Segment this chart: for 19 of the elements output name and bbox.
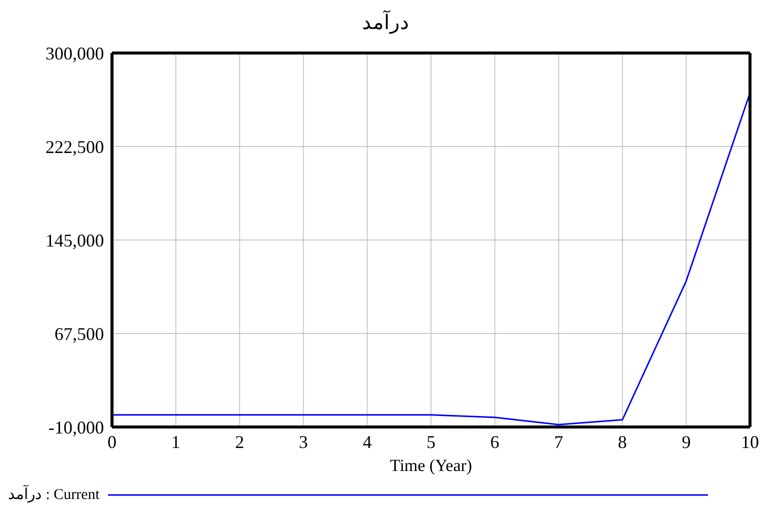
x-tick-label: 8 (618, 432, 627, 452)
x-tick-label: 4 (362, 432, 372, 452)
x-tick-label: 1 (171, 432, 180, 452)
x-tick-label: 2 (235, 432, 244, 452)
y-tick-label: -10,000 (48, 417, 104, 438)
x-tick-label: 3 (298, 432, 308, 452)
x-tick-label: 10 (741, 432, 759, 452)
y-tick-label: 67,500 (54, 324, 104, 344)
x-tick-label: 9 (682, 432, 691, 452)
y-tick-label: 145,000 (46, 230, 104, 250)
x-axis-title: Time (Year) (390, 456, 472, 475)
x-tick-label: 6 (490, 432, 500, 452)
x-tick-label: 0 (108, 432, 116, 452)
x-tick-label: 5 (426, 432, 436, 452)
y-tick-label: 222,500 (46, 136, 104, 157)
text: درآمد : Current (8, 485, 100, 504)
chart-title: درآمد (361, 9, 410, 36)
x-tick-label: 7 (554, 432, 564, 452)
y-tick-label: 300,000 (46, 43, 104, 64)
